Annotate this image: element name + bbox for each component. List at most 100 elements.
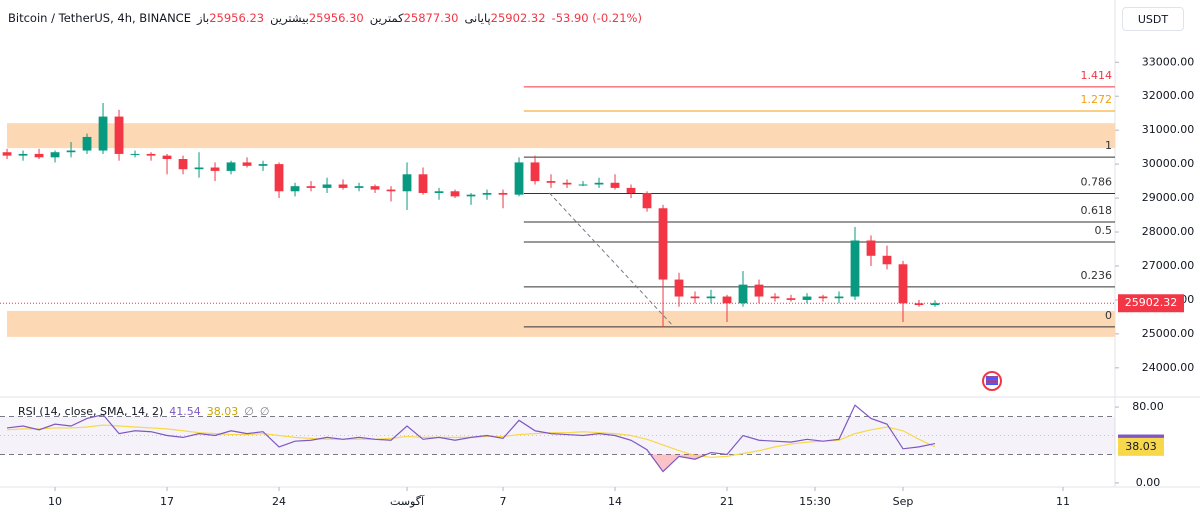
candle-body [482,192,492,195]
rsi-band [0,416,1115,455]
candle-body [386,189,396,192]
candle-body [802,296,812,300]
x-tick-label: 7 [500,495,507,508]
sma-value: 38.03 [206,405,239,418]
y-tick-label: 30000.00 [1142,157,1195,170]
change: -53.90 (-0.21%) [551,11,642,25]
candle-body [738,284,748,304]
fib-label: 1 [1105,139,1112,152]
candle-body [402,174,412,192]
rsi-value: 41.54 [169,405,201,418]
candle-body [834,296,844,299]
candle-body [290,186,300,192]
candle-body [306,186,316,188]
y-tick-label: 33000.00 [1142,55,1195,68]
candle-body [882,255,892,265]
x-tick-label: 24 [272,495,286,508]
candle-body [466,194,476,197]
candle-body [770,296,780,299]
stat-value: 25902.32 [490,11,546,25]
x-tick-label: Sep [893,495,914,508]
candle-body [82,136,92,151]
candle-body [690,296,700,299]
last-price-box [1118,294,1184,313]
fib-label: 1.272 [1081,93,1113,106]
candle-body [578,184,588,186]
stat: باز 25956.23 [197,11,264,25]
fib-label: 0.5 [1095,224,1113,237]
rsi-title: RSI (14, close, SMA, 14, 2) [18,405,164,418]
candle-body [226,162,236,171]
y-tick-label: 25000.00 [1142,327,1195,340]
last-price-label: 25902.32 [1125,296,1178,309]
stat-label: بیشترین [270,11,309,25]
candle-body [562,182,572,185]
candle-body [66,150,76,153]
y-tick-label: 31000.00 [1142,123,1195,136]
rsi-value-label: 38.03 [1125,440,1157,453]
stat-value: 25877.30 [403,11,459,25]
candle-body [434,191,444,193]
fib-label: 0.236 [1081,269,1113,282]
candle-body [98,116,108,151]
x-tick-label: 10 [48,495,62,508]
candle-body [450,191,460,197]
y-tick-label: 24000.00 [1142,361,1195,374]
stat: بیشترین 25956.30 [270,11,364,25]
candle-body [162,155,172,160]
stat: پایانی 25902.32 [464,11,545,25]
stat-value: 25956.23 [209,11,265,25]
candle-body [146,153,156,156]
stat-label: باز [196,11,210,25]
stat-value: 25956.30 [308,11,364,25]
x-tick-label: 14 [608,495,622,508]
x-tick-label: 11 [1056,495,1070,508]
candle-body [930,303,940,306]
rsi-y-tick-label: 80.00 [1132,400,1164,413]
candle-body [338,184,348,188]
candle-body [530,162,540,182]
candle-body [722,296,732,304]
fib-label: 1.414 [1081,69,1113,82]
candle-body [658,208,668,280]
rsi-header: RSI (14, close, SMA, 14, 2) 41.54 38.03 … [18,405,269,418]
stat: کمترین 25877.30 [370,11,459,25]
candle-body [322,184,332,188]
candle-body [818,296,828,299]
zone [7,123,1115,149]
stat-label: کمترین [369,11,404,25]
x-tick-label: 21 [720,495,734,508]
candle-body [786,298,796,300]
candle-body [850,240,860,297]
candle-body [674,279,684,297]
candle-body [642,192,652,209]
candle-body [50,152,60,158]
rsi-extra: ∅ [259,405,270,418]
candle-body [114,116,124,154]
candle-body [130,153,140,155]
x-tick-label: آگوست [390,494,425,508]
candle-body [2,152,12,156]
candle-body [546,181,556,183]
candle-body [594,182,604,185]
candle-body [498,192,508,195]
candle-body [178,159,188,170]
candle-body [914,303,924,306]
candle-body [258,164,268,166]
stat-label: پایانی [464,11,491,25]
y-tick-label: 32000.00 [1142,89,1195,102]
candle-body [754,284,764,297]
fib-label: 0.618 [1081,204,1113,217]
candle-body [354,186,364,188]
candle-body [194,167,204,170]
x-tick-label: 17 [160,495,174,508]
candle-body [418,174,428,193]
currency-button[interactable]: USDT [1122,7,1184,31]
y-tick-label: 29000.00 [1142,191,1195,204]
candle-body [898,264,908,304]
header: Bitcoin / TetherUS, 4h, BINANCE باز 25956… [8,11,642,25]
rsi-line [6,404,936,473]
